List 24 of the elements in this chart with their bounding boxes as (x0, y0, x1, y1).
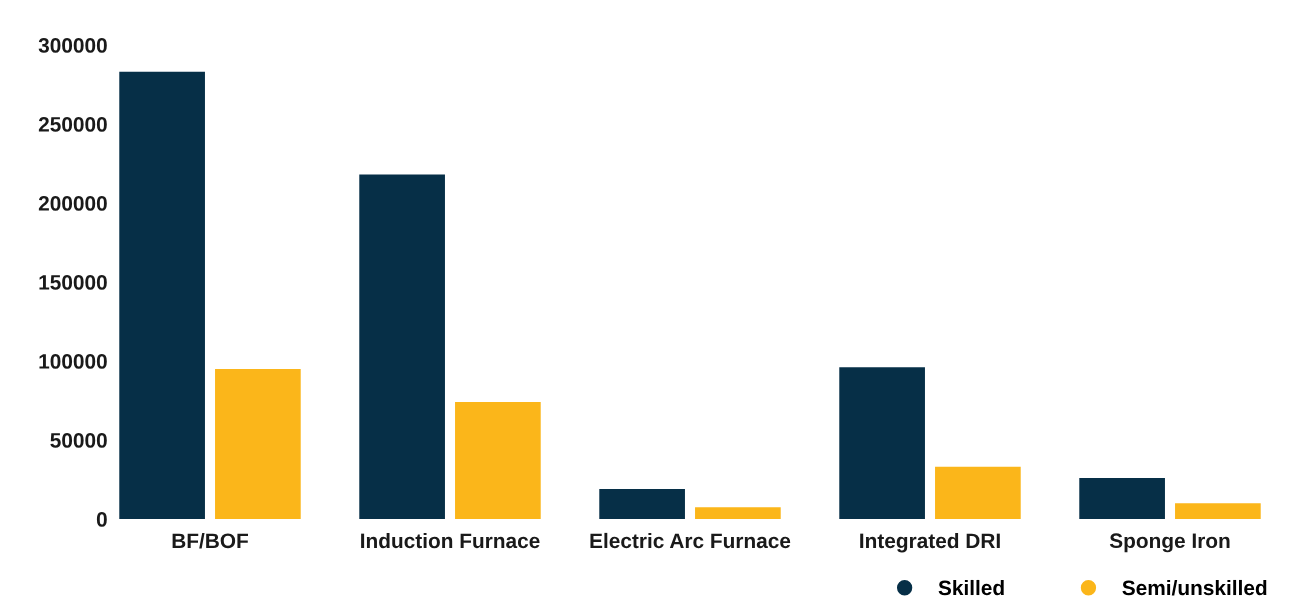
bar (119, 71, 205, 519)
x-tick-label: Induction Furnace (361, 532, 540, 549)
bar (935, 466, 1021, 519)
legend-label: Skilled (938, 579, 1004, 596)
y-tick-label: 300000 (38, 38, 107, 53)
y-tick-label: 200000 (38, 196, 107, 211)
bar (359, 174, 445, 519)
legend-label: Semi/unskilled (1122, 579, 1267, 596)
x-tick-label: Electric Arc Furnace (590, 532, 791, 549)
bar (455, 402, 541, 519)
y-tick-label: 0 (96, 512, 107, 527)
bar (1079, 477, 1165, 519)
y-tick-label: 250000 (38, 117, 107, 132)
y-tick-label: 50000 (50, 433, 107, 448)
y-tick-label: 100000 (39, 354, 107, 369)
bar (1175, 503, 1261, 519)
x-tick-label: Integrated DRI (860, 532, 1000, 553)
y-tick-label: 150000 (39, 275, 107, 290)
x-tick-label: Sponge Iron (1109, 533, 1230, 553)
bar (839, 367, 925, 519)
bar (599, 488, 685, 519)
bar (695, 507, 781, 519)
x-tick-label: BF/BOF (172, 532, 249, 549)
bar (215, 368, 301, 519)
